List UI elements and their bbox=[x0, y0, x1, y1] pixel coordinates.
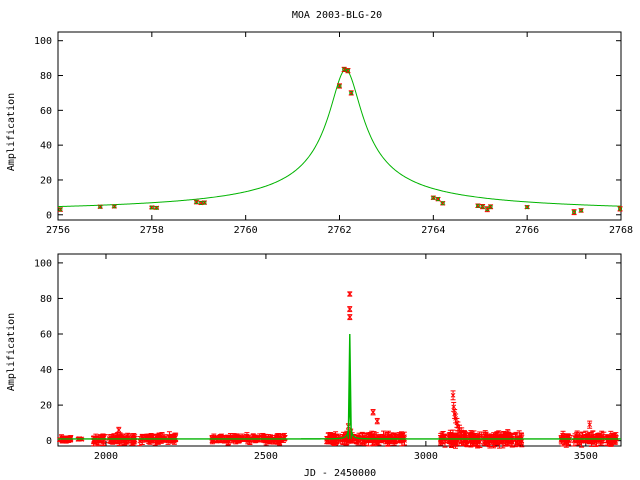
data-point bbox=[440, 200, 446, 206]
data-point bbox=[347, 306, 353, 313]
figure-title: MOA 2003-BLG-20 bbox=[292, 10, 382, 21]
top-model-curve bbox=[57, 69, 622, 208]
x-tick-label: 2500 bbox=[254, 451, 278, 462]
y-tick-label: 100 bbox=[34, 258, 52, 269]
y-tick-label: 20 bbox=[40, 175, 52, 186]
data-point bbox=[57, 207, 63, 212]
data-point bbox=[430, 195, 436, 201]
data-point bbox=[337, 83, 342, 89]
data-point bbox=[435, 196, 441, 202]
data-point bbox=[450, 390, 456, 401]
x-tick-label: 2760 bbox=[234, 225, 258, 236]
data-point bbox=[474, 437, 480, 443]
bottom-model-curve bbox=[58, 333, 621, 440]
data-point bbox=[524, 204, 530, 210]
x-tick-label: 2762 bbox=[327, 225, 351, 236]
data-point bbox=[95, 435, 101, 446]
data-point bbox=[587, 420, 593, 429]
data-point bbox=[93, 433, 99, 444]
top-axis-ticks: 2756 2758 2760 2762 2764 2766 2768 0 20 40 60 80 100 bbox=[34, 32, 633, 236]
data-point bbox=[116, 426, 122, 434]
data-point bbox=[341, 66, 347, 73]
x-tick-label: 2000 bbox=[94, 451, 118, 462]
x-tick-label: 2768 bbox=[609, 225, 633, 236]
data-point bbox=[193, 199, 199, 205]
data-point bbox=[400, 433, 406, 443]
y-tick-label: 60 bbox=[40, 330, 52, 341]
y-tick-label: 20 bbox=[40, 401, 52, 412]
y-tick-label: 40 bbox=[40, 365, 52, 376]
y-tick-label: 40 bbox=[40, 141, 52, 152]
data-point bbox=[97, 204, 103, 210]
x-tick-label: 2764 bbox=[421, 225, 445, 236]
data-point bbox=[111, 204, 117, 209]
top-data-points bbox=[57, 66, 623, 216]
y-tick-label: 60 bbox=[40, 106, 52, 117]
data-point bbox=[366, 434, 372, 447]
data-point bbox=[148, 432, 154, 442]
top-y-axis-label: Amplification bbox=[6, 93, 17, 171]
data-point bbox=[475, 203, 481, 209]
bottom-panel-full-lightcurve: 2000 2500 3000 3500 0 20 40 60 80 100 Amplificati… bbox=[6, 253, 622, 479]
data-point bbox=[345, 68, 351, 74]
data-point bbox=[617, 206, 623, 212]
data-point bbox=[348, 90, 354, 96]
bottom-y-axis-label: Amplification bbox=[6, 313, 17, 391]
bottom-axis-ticks: 2000 2500 3000 3500 0 20 40 60 80 100 bbox=[34, 254, 621, 462]
top-plot-frame bbox=[57, 31, 622, 221]
data-point bbox=[347, 291, 353, 297]
data-point bbox=[149, 205, 155, 210]
x-tick-label: 3000 bbox=[414, 451, 438, 462]
y-tick-label: 0 bbox=[46, 436, 52, 447]
y-tick-label: 100 bbox=[34, 36, 52, 47]
data-point bbox=[480, 204, 486, 210]
model-line bbox=[57, 69, 622, 208]
data-point bbox=[370, 409, 376, 416]
y-tick-label: 0 bbox=[46, 210, 52, 221]
x-tick-label: 2758 bbox=[140, 225, 164, 236]
data-point bbox=[498, 431, 504, 441]
data-point bbox=[201, 200, 207, 205]
x-tick-label: 2766 bbox=[515, 225, 539, 236]
bottom-x-axis-label: JD - 2450000 bbox=[304, 468, 376, 479]
data-point bbox=[459, 427, 465, 437]
data-point bbox=[347, 314, 353, 321]
y-tick-label: 80 bbox=[40, 71, 52, 82]
data-point bbox=[442, 434, 448, 448]
data-point bbox=[607, 435, 613, 445]
data-point bbox=[488, 204, 494, 210]
data-point bbox=[578, 208, 584, 213]
data-point bbox=[154, 205, 160, 211]
data-point bbox=[374, 417, 380, 425]
x-tick-label: 2756 bbox=[46, 225, 70, 236]
bottom-data-points bbox=[57, 291, 619, 449]
bottom-plot-frame bbox=[57, 253, 622, 447]
x-tick-label: 3500 bbox=[574, 451, 598, 462]
y-tick-label: 80 bbox=[40, 294, 52, 305]
data-point bbox=[353, 438, 359, 445]
data-point bbox=[447, 429, 453, 444]
model-line bbox=[58, 333, 621, 440]
data-point bbox=[571, 209, 577, 216]
top-panel-zoomed-lightcurve: 2756 2758 2760 2762 2764 2766 2768 0 20 40 60 80 100… bbox=[6, 31, 633, 236]
